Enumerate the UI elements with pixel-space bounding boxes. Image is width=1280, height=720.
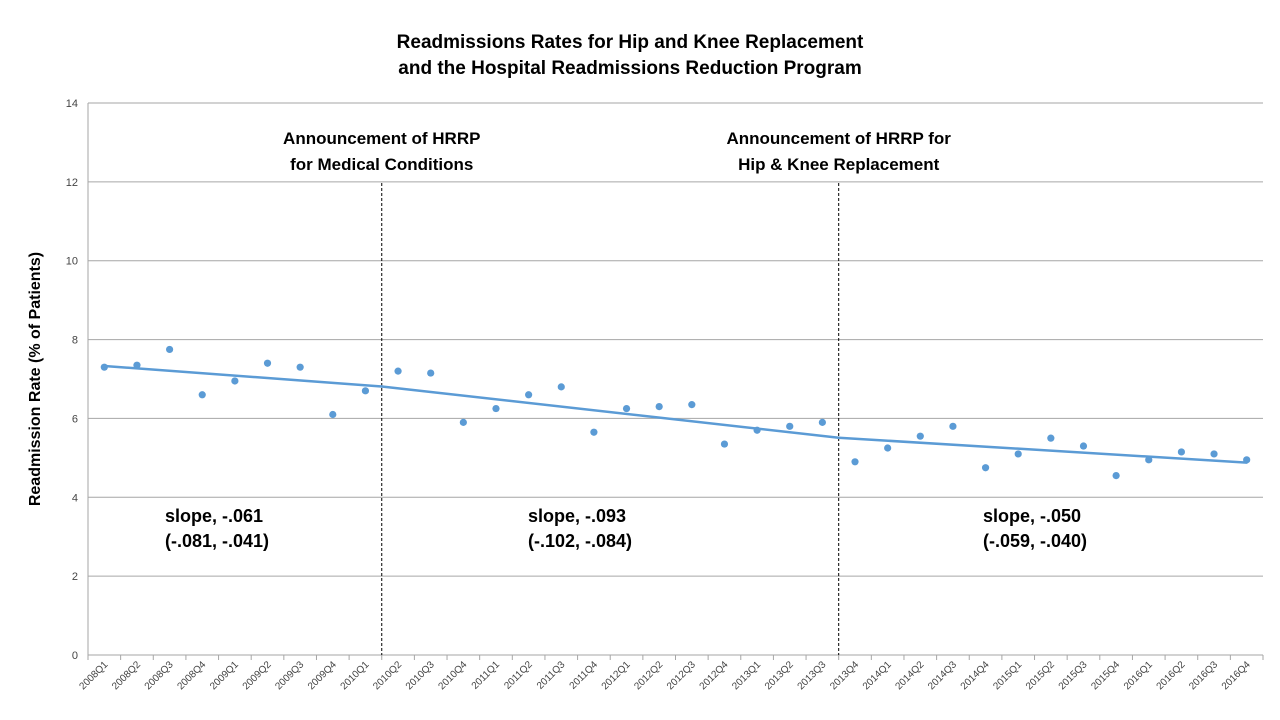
x-tick-label: 2011Q2 xyxy=(502,659,535,692)
event-label-line2: Hip & Knee Replacement xyxy=(738,155,940,174)
data-point xyxy=(133,361,141,369)
x-tick-label: 2015Q2 xyxy=(1024,659,1057,692)
x-tick-label: 2013Q1 xyxy=(730,659,763,692)
y-tick-label: 12 xyxy=(66,177,78,189)
trend-line xyxy=(837,436,1248,464)
trend-line xyxy=(103,364,383,388)
y-axis-label: Readmission Rate (% of Patients) xyxy=(27,252,44,506)
data-point xyxy=(231,377,239,385)
event-label-line2: for Medical Conditions xyxy=(290,155,473,174)
data-point xyxy=(622,404,631,413)
data-point xyxy=(720,440,729,448)
x-tick-label: 2016Q2 xyxy=(1155,659,1188,692)
data-point xyxy=(100,363,108,371)
chart-title-line2: and the Hospital Readmissions Reduction … xyxy=(398,58,862,79)
x-tick-label: 2008Q4 xyxy=(175,659,208,692)
x-tick-label: 2015Q4 xyxy=(1089,659,1122,692)
data-point xyxy=(688,401,696,409)
x-tick-label: 2010Q4 xyxy=(437,659,470,692)
slope-label-line2: (-.081, -.041) xyxy=(165,531,269,551)
x-tick-label: 2010Q1 xyxy=(339,659,372,692)
data-point xyxy=(263,359,272,367)
data-point xyxy=(296,363,304,371)
y-tick-label: 14 xyxy=(66,98,78,110)
x-tick-label: 2011Q3 xyxy=(535,659,568,692)
x-tick-label: 2012Q4 xyxy=(698,659,731,692)
x-tick-label: 2012Q3 xyxy=(665,659,698,692)
data-point xyxy=(459,418,467,426)
data-point xyxy=(198,391,206,399)
event-label-line1: Announcement of HRRP xyxy=(283,129,480,148)
x-tick-label: 2016Q4 xyxy=(1220,659,1253,692)
x-tick-label: 2009Q4 xyxy=(306,659,339,692)
chart-title-line1: Readmissions Rates for Hip and Knee Repl… xyxy=(396,32,864,53)
x-tick-label: 2012Q1 xyxy=(600,659,633,692)
x-tick-label: 2015Q1 xyxy=(991,659,1024,692)
data-point xyxy=(394,367,402,375)
slope-label-line2: (-.102, -.084) xyxy=(528,531,632,551)
data-point xyxy=(884,444,892,452)
x-tick-label: 2008Q3 xyxy=(143,659,176,692)
x-tick-label: 2013Q2 xyxy=(763,659,796,692)
x-tick-label: 2015Q3 xyxy=(1057,659,1090,692)
x-tick-label: 2010Q2 xyxy=(371,659,404,692)
x-tick-label: 2014Q1 xyxy=(861,659,894,692)
data-point xyxy=(1014,450,1022,458)
slope-label-line2: (-.059, -.040) xyxy=(983,531,1087,551)
trend-line xyxy=(380,385,840,439)
x-tick-label: 2013Q3 xyxy=(796,659,829,692)
x-tick-label: 2010Q3 xyxy=(404,659,437,692)
y-tick-label: 8 xyxy=(72,335,78,347)
y-tick-label: 6 xyxy=(72,413,78,425)
data-point xyxy=(818,418,826,426)
data-point xyxy=(1145,456,1153,464)
data-point xyxy=(165,345,174,354)
data-point xyxy=(329,410,337,419)
data-point xyxy=(557,383,565,391)
y-tick-label: 10 xyxy=(66,256,78,268)
data-point xyxy=(916,432,924,440)
y-tick-label: 2 xyxy=(72,571,78,583)
slope-label-line1: slope, -.061 xyxy=(165,506,263,526)
data-point xyxy=(590,428,598,436)
x-tick-label: 2014Q3 xyxy=(926,659,959,692)
data-point xyxy=(492,404,500,413)
data-point xyxy=(753,426,761,434)
x-tick-label: 2012Q2 xyxy=(632,659,665,692)
x-tick-label: 2009Q3 xyxy=(273,659,306,692)
data-point xyxy=(1243,456,1251,464)
x-tick-label: 2009Q1 xyxy=(208,659,241,692)
x-tick-label: 2009Q2 xyxy=(241,659,274,692)
x-tick-label: 2011Q4 xyxy=(568,659,601,692)
x-tick-label: 2008Q1 xyxy=(77,659,110,692)
slope-label-line1: slope, -.050 xyxy=(983,506,1081,526)
event-label-line1: Announcement of HRRP for xyxy=(726,129,951,148)
data-point xyxy=(1112,472,1120,480)
x-tick-label: 2008Q2 xyxy=(110,659,143,692)
data-point xyxy=(1177,448,1186,456)
data-point xyxy=(525,391,533,399)
y-tick-label: 4 xyxy=(72,492,78,504)
data-point xyxy=(427,369,435,377)
data-point xyxy=(1079,442,1088,450)
data-point xyxy=(786,422,794,430)
x-tick-label: 2011Q1 xyxy=(470,659,503,692)
data-point xyxy=(981,464,990,472)
chart-title: Readmissions Rates for Hip and Knee Repl… xyxy=(330,30,930,82)
data-point xyxy=(655,403,663,411)
x-tick-label: 2016Q3 xyxy=(1187,659,1220,692)
data-point xyxy=(949,422,957,430)
data-point xyxy=(851,458,859,466)
y-tick-label: 0 xyxy=(72,650,78,662)
x-tick-label: 2013Q4 xyxy=(828,659,861,692)
data-point xyxy=(1047,434,1055,442)
data-point xyxy=(1210,450,1218,458)
x-tick-label: 2014Q2 xyxy=(893,659,926,692)
x-tick-label: 2016Q1 xyxy=(1122,659,1155,692)
x-tick-label: 2014Q4 xyxy=(959,659,992,692)
slope-label-line1: slope, -.093 xyxy=(528,506,626,526)
data-point xyxy=(361,387,370,395)
